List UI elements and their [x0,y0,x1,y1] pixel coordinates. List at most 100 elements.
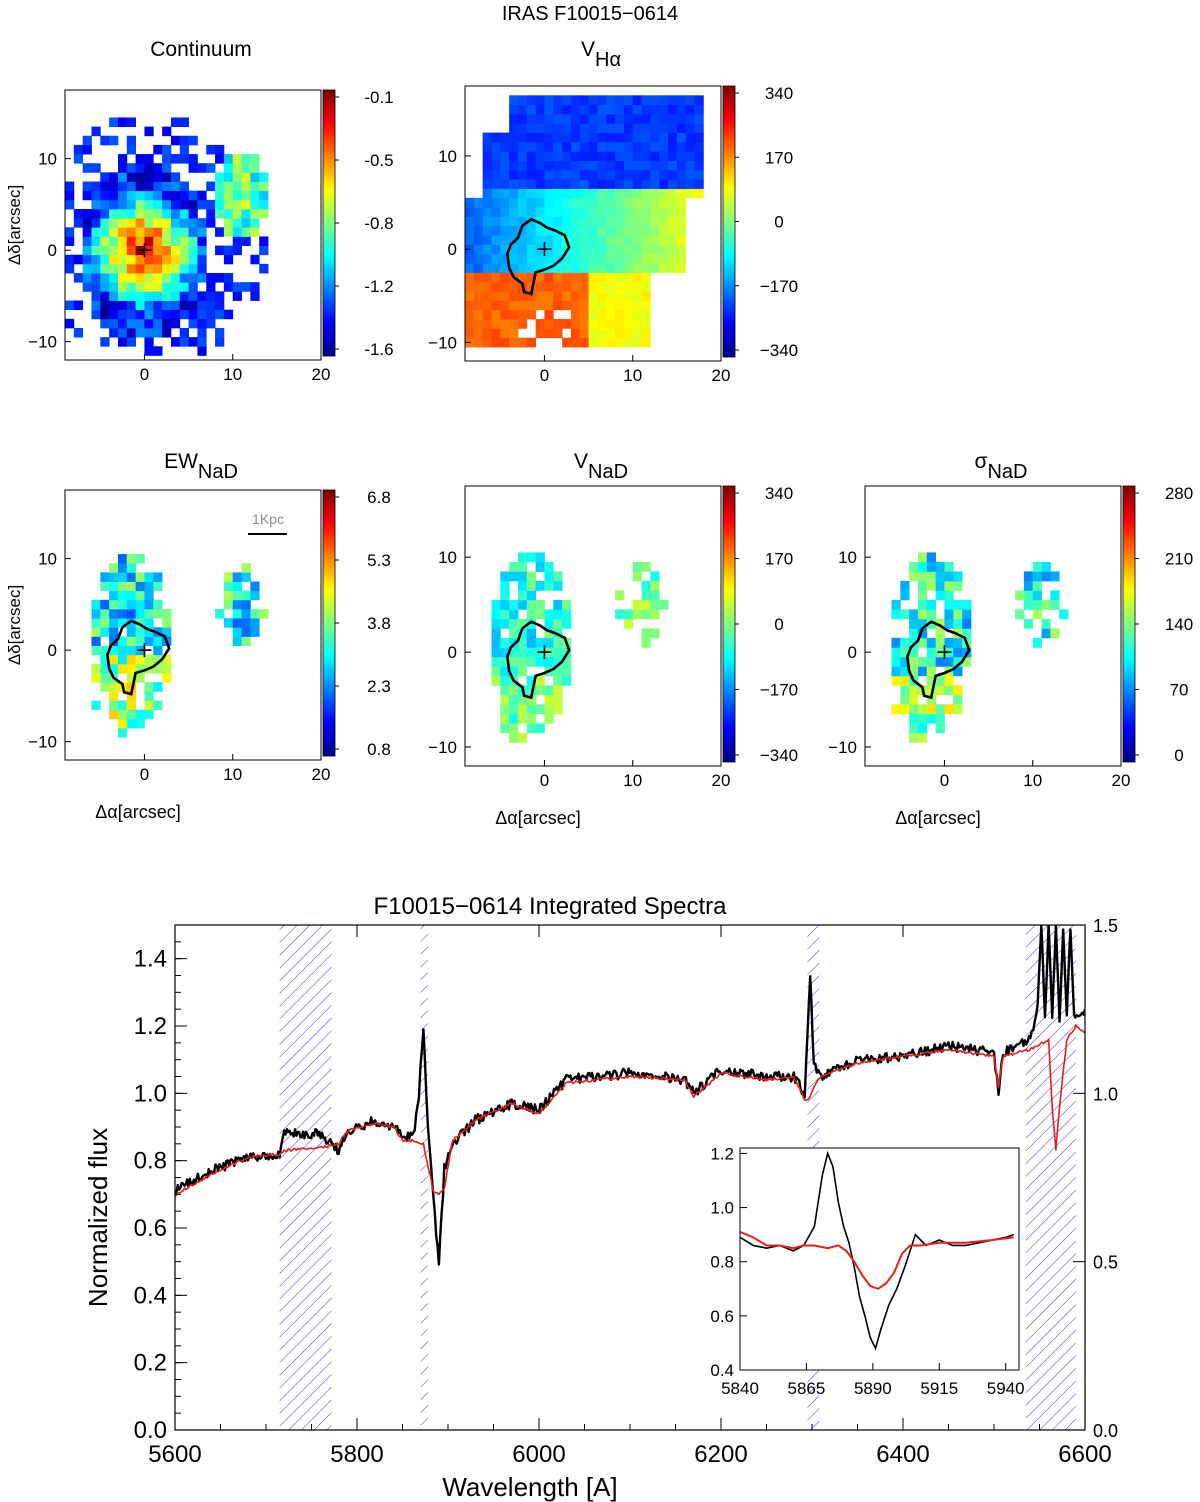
y-tick-label: 10 [438,548,457,567]
map-pixel [91,618,101,628]
map-pixel [1032,637,1042,648]
map-pixel [206,144,216,155]
map-pixel [1050,599,1060,610]
map-pixel [117,309,128,320]
map-pixel [535,160,545,171]
map-pixel [482,132,492,143]
map-pixel [579,235,589,245]
map-pixel [544,141,554,152]
map-pixel [109,327,119,338]
map-pixel [615,132,625,143]
map-pixel [570,291,581,301]
map-pixel [891,599,901,610]
map-pixel [553,637,563,648]
map-pixel [676,235,687,245]
map-pixel [241,199,251,210]
scalebar-label: 1Kpc [252,511,284,527]
map-pixel [944,561,954,572]
map-pixel [650,207,660,217]
x-tick-label: 6400 [876,1441,929,1468]
map-pixel [223,273,234,283]
map-pixel [500,216,510,227]
map-pixel [517,188,528,199]
map-pixel [500,141,510,152]
map-pixel [153,199,163,210]
map-pixel [126,218,137,228]
map-pixel [482,281,492,292]
map-pixel [562,207,572,217]
map-pixel [615,216,625,227]
map-pixel [197,273,207,283]
map-pixel [526,263,537,273]
map-pixel [632,319,642,329]
map-pixel [526,197,537,208]
map-pixel [126,208,137,219]
map-pixel [162,291,172,301]
map-pixel [517,337,528,348]
map-pixel [526,656,537,667]
map-pixel [100,627,110,637]
map-pixel [232,282,242,292]
map-pixel [215,172,225,182]
map-pixel [615,328,625,339]
map-pixels [491,552,669,743]
map-pixel [641,132,651,143]
map-pixel [135,154,145,164]
map-pixel [82,273,92,283]
map-pixel [535,281,545,292]
map-pixel [909,656,919,667]
map-pixel [641,235,651,245]
map-pixel [900,647,910,658]
map-pixel [135,327,145,338]
map-pixel [650,225,660,236]
x-tick-label: 10 [623,771,642,790]
map-pixel [526,571,537,582]
map-pixel [570,207,581,217]
map-pixel [570,216,581,227]
map-pixel [491,328,501,339]
map-pixel [553,328,563,339]
map-pixel [162,144,172,155]
map-pixel [632,179,642,189]
colorbar-tick-label: 70 [1170,681,1189,700]
map-pixel [641,263,651,273]
map-pixel [465,300,475,311]
map-pixel [535,723,545,734]
map-pixel [509,207,519,217]
map-pixel [544,95,554,106]
map-pixel [623,197,634,208]
map-pixel [909,704,919,715]
map-pixel [197,227,207,237]
map-pixel [562,141,572,152]
map-pixel [632,151,642,161]
map-pixel [909,647,919,658]
map-pixel [623,235,634,245]
map-pixel [126,117,137,128]
map-pixel [135,608,145,619]
map-pixel [588,309,598,320]
map-pixel [606,188,616,199]
map-pixel [241,563,251,573]
colorbar-tick-label: -0.8 [364,214,393,233]
map-pixel [135,590,145,601]
map-pixel [162,318,172,329]
map-pixel [500,179,510,189]
map-pixel [153,346,163,356]
map-pixel [126,718,137,729]
map-pixel [170,236,181,246]
map-pixel [900,609,910,620]
colorbar-tick-label: -0.5 [364,151,393,170]
map-pixel [953,666,963,677]
map-pixel [500,713,510,724]
map-pixel [153,245,163,256]
map-pixel [517,694,528,705]
map-pixel [606,309,616,320]
map-pixel [659,244,669,255]
map-pixel [659,253,669,264]
map-pixel [215,300,225,311]
map-pixel [482,188,492,199]
map-pixel [117,645,128,656]
map-pixel [909,618,919,629]
map-pixel [73,327,84,338]
map-pixel [491,656,501,667]
